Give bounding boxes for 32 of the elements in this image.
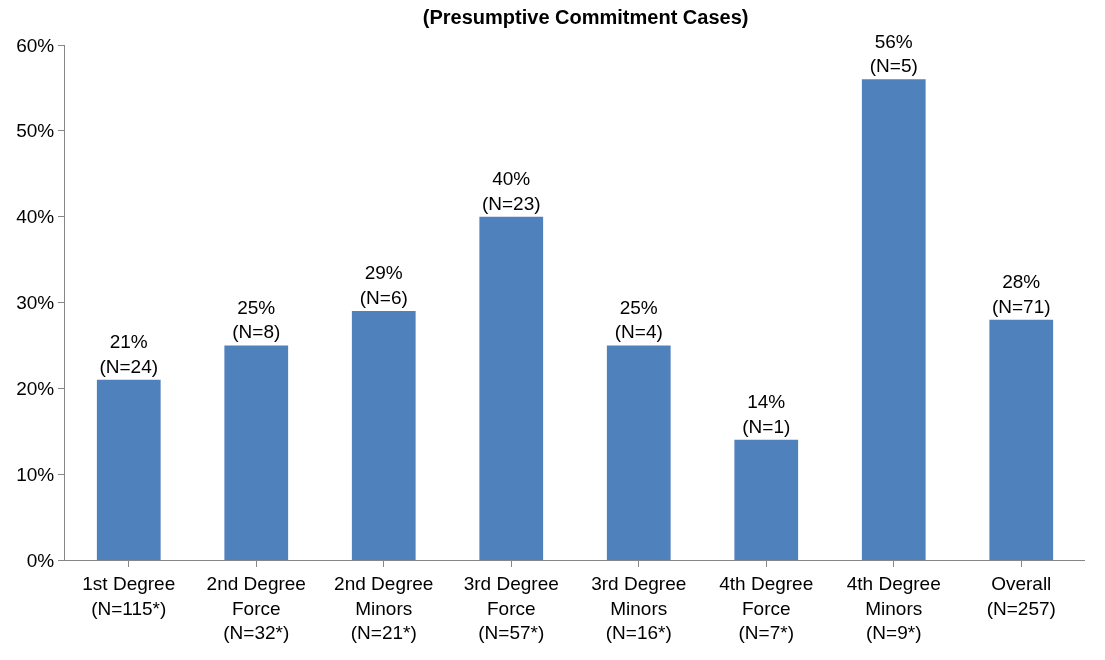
y-tick-label: 0% <box>26 549 55 571</box>
x-tick-label: 3rd Degree Minors (N=16*) <box>591 572 687 644</box>
bar <box>351 311 416 560</box>
bar <box>989 319 1054 560</box>
x-tick-label: 2nd Degree Minors (N=21*) <box>334 572 434 644</box>
y-tick-label: 60% <box>16 34 55 56</box>
bar <box>861 79 926 560</box>
data-label: 21% (N=24) <box>99 331 159 377</box>
y-tick-label: 50% <box>16 120 55 142</box>
x-tick-label: 2nd Degree Force (N=32*) <box>206 572 306 644</box>
data-label: 25% (N=4) <box>614 296 663 343</box>
x-tick-label: 4th Degree Minors (N=9*) <box>846 572 941 644</box>
data-label: 28% (N=71) <box>991 270 1051 317</box>
data-label: 40% (N=23) <box>481 167 541 214</box>
bar <box>479 216 544 560</box>
data-label: 29% (N=6) <box>359 262 408 309</box>
data-label: 56% (N=5) <box>869 30 918 77</box>
bar <box>224 345 289 560</box>
bar <box>96 379 161 560</box>
y-tick-label: 20% <box>16 377 55 399</box>
x-tick-label: 1st Degree (N=115*) <box>82 572 176 619</box>
data-label: 14% (N=1) <box>742 391 791 437</box>
x-tick-label: Overall (N=257) <box>986 572 1056 619</box>
x-tick-label: 4th Degree Force (N=7*) <box>719 572 814 644</box>
y-tick-label: 30% <box>16 292 55 314</box>
bar <box>606 345 671 560</box>
y-tick-label: 40% <box>16 206 55 228</box>
data-label: 25% (N=8) <box>232 296 281 343</box>
x-tick-label: 3rd Degree Force (N=57*) <box>463 572 559 644</box>
bar <box>734 439 799 560</box>
chart-title: (Presumptive Commitment Cases) <box>422 5 749 28</box>
y-tick-label: 10% <box>16 463 55 485</box>
